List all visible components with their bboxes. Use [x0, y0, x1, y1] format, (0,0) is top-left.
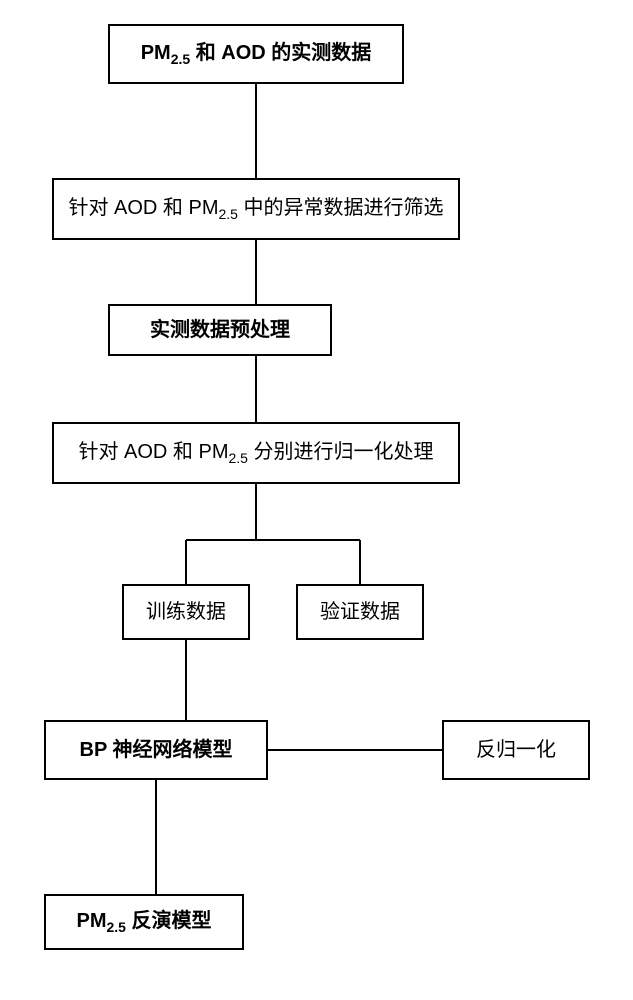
node-n8: 反归一化 [442, 720, 590, 780]
node-label: PM2.5 反演模型 [76, 908, 211, 936]
node-label: 针对 AOD 和 PM2.5 分别进行归一化处理 [78, 439, 433, 467]
edges-layer [0, 0, 633, 1000]
node-label: 验证数据 [320, 599, 400, 625]
node-n9: PM2.5 反演模型 [44, 894, 244, 950]
node-n4: 针对 AOD 和 PM2.5 分别进行归一化处理 [52, 422, 460, 484]
node-label: 训练数据 [146, 599, 226, 625]
node-n6: 验证数据 [296, 584, 424, 640]
flowchart-canvas: PM2.5 和 AOD 的实测数据针对 AOD 和 PM2.5 中的异常数据进行… [0, 0, 633, 1000]
node-n3: 实测数据预处理 [108, 304, 332, 356]
node-label: 实测数据预处理 [150, 317, 290, 343]
node-n1: PM2.5 和 AOD 的实测数据 [108, 24, 404, 84]
node-n2: 针对 AOD 和 PM2.5 中的异常数据进行筛选 [52, 178, 460, 240]
node-n5: 训练数据 [122, 584, 250, 640]
node-label: BP 神经网络模型 [80, 737, 233, 763]
node-label: 反归一化 [476, 737, 556, 763]
node-label: 针对 AOD 和 PM2.5 中的异常数据进行筛选 [68, 195, 443, 223]
node-n7: BP 神经网络模型 [44, 720, 268, 780]
node-label: PM2.5 和 AOD 的实测数据 [141, 40, 372, 68]
